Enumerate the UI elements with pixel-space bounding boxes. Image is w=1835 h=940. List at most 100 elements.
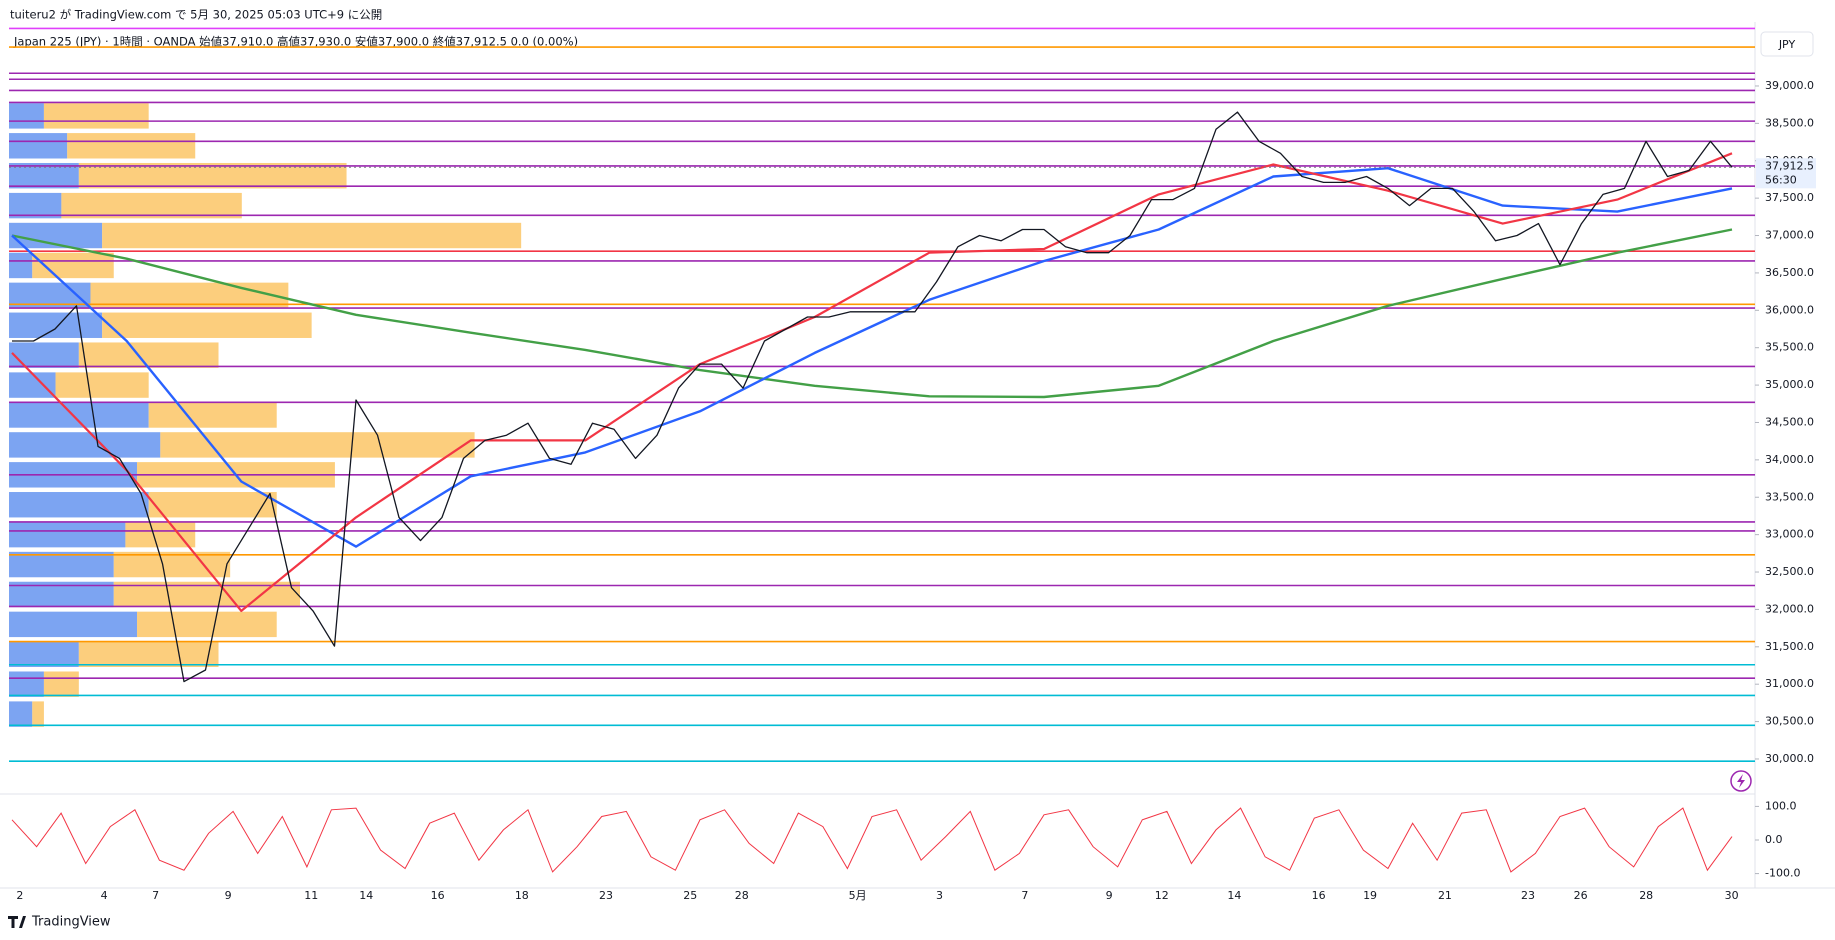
- profile-bar: [9, 521, 126, 548]
- symbol-legend: Japan 225 (JPY) · 1時間 · OANDA 始値37,910.0…: [13, 35, 578, 49]
- y-tick-label: 34,000.0: [1765, 453, 1814, 466]
- x-tick-label: 9: [1106, 889, 1113, 902]
- x-tick-label: 19: [1363, 889, 1377, 902]
- y-tick-label: 36,500.0: [1765, 266, 1814, 279]
- currency-button[interactable]: [1760, 31, 1814, 57]
- osc-tick-label: 0.0: [1765, 833, 1783, 846]
- profile-bar: [148, 402, 277, 428]
- profile-bar: [9, 372, 56, 398]
- profile-bar: [9, 432, 161, 458]
- x-tick-label: 30: [1725, 889, 1739, 902]
- countdown-label: 56:30: [1765, 173, 1797, 186]
- osc-tick-label: -100.0: [1765, 867, 1800, 880]
- profile-bar: [67, 133, 196, 159]
- profile-bar: [9, 312, 103, 338]
- profile-bar: [9, 252, 33, 279]
- x-tick-label: 5月: [849, 889, 867, 902]
- profile-bar: [78, 342, 219, 368]
- x-tick-label: 28: [1639, 889, 1653, 902]
- profile-bar: [9, 402, 149, 428]
- brand: TradingView: [8, 915, 111, 930]
- profile-bar: [102, 222, 522, 249]
- x-tick-label: 9: [225, 889, 232, 902]
- price-line: [11, 167, 1733, 548]
- y-tick-label: 35,500.0: [1765, 341, 1814, 354]
- y-tick-label: 30,500.0: [1765, 715, 1814, 728]
- y-tick-label: 30,000.0: [1765, 752, 1814, 765]
- profile-bar: [9, 701, 33, 727]
- currency-label: JPY: [1778, 38, 1796, 51]
- x-tick-label: 3: [936, 889, 943, 902]
- x-tick-label: 11: [304, 889, 318, 902]
- y-tick-label: 33,000.0: [1765, 528, 1814, 541]
- profile-bar: [9, 133, 68, 159]
- profile-bar: [55, 372, 149, 398]
- x-tick-label: 7: [152, 889, 159, 902]
- price-line: [11, 228, 1733, 399]
- profile-bar: [9, 551, 114, 578]
- x-tick-label: 23: [1521, 889, 1535, 902]
- alert-icon[interactable]: [1730, 770, 1752, 792]
- y-tick-label: 33,500.0: [1765, 490, 1814, 503]
- alert-bolt: [1737, 774, 1745, 788]
- last-price-box: [1756, 158, 1816, 189]
- profile-bar: [78, 162, 347, 189]
- x-tick-label: 23: [599, 889, 613, 902]
- x-tick-label: 2: [16, 889, 23, 902]
- oscillator-line: [11, 807, 1733, 873]
- y-tick-label: 31,500.0: [1765, 640, 1814, 653]
- brand-logo: [8, 916, 26, 928]
- x-tick-label: 14: [1227, 889, 1241, 902]
- publisher-line: tuiteru2 が TradingView.com で 5月 30, 2025…: [10, 8, 382, 22]
- last-price-label: 37,912.5: [1765, 159, 1814, 172]
- profile-bar: [125, 521, 196, 548]
- x-tick-label: 25: [683, 889, 697, 902]
- profile-bar: [113, 551, 231, 578]
- x-tick-label: 18: [515, 889, 529, 902]
- profile-bar: [9, 671, 44, 697]
- y-tick-label: 31,000.0: [1765, 677, 1814, 690]
- x-tick-label: 28: [735, 889, 749, 902]
- profile-bar: [9, 641, 79, 667]
- profile-bar: [32, 701, 44, 727]
- profile-bar: [9, 342, 79, 368]
- x-tick-label: 16: [431, 889, 445, 902]
- x-tick-label: 7: [1021, 889, 1028, 902]
- profile-bar: [137, 611, 277, 638]
- profile-bar: [61, 192, 242, 219]
- y-tick-label: 37,000.0: [1765, 229, 1814, 242]
- profile-bar: [43, 671, 79, 697]
- y-tick-label: 39,000.0: [1765, 79, 1814, 92]
- profile-bar: [9, 103, 44, 129]
- price-line: [12, 111, 1733, 683]
- y-tick-label: 32,500.0: [1765, 565, 1814, 578]
- brand-name: TradingView: [31, 915, 111, 930]
- x-tick-label: 21: [1438, 889, 1452, 902]
- x-tick-label: 14: [359, 889, 373, 902]
- profile-bar: [9, 611, 138, 638]
- y-tick-label: 38,500.0: [1765, 116, 1814, 129]
- y-tick-label: 36,000.0: [1765, 303, 1814, 316]
- profile-bar: [9, 192, 62, 219]
- profile-bar: [9, 492, 149, 518]
- profile-bar: [148, 492, 277, 518]
- profile-bar: [78, 641, 219, 667]
- x-tick-label: 16: [1312, 889, 1326, 902]
- y-tick-label: 34,500.0: [1765, 415, 1814, 428]
- volume-profile: [9, 103, 522, 727]
- price-axis: 30,000.0 30,500.0 31,000.0 31,500.0 32,000.0…: [1755, 79, 1814, 765]
- y-tick-label: 37,500.0: [1765, 191, 1814, 204]
- x-tick-label: 12: [1155, 889, 1169, 902]
- y-tick-label: 35,000.0: [1765, 378, 1814, 391]
- profile-bar: [160, 432, 475, 458]
- series-lines: [11, 111, 1733, 683]
- profile-bar: [43, 103, 149, 129]
- y-tick-label: 32,000.0: [1765, 602, 1814, 615]
- profile-bar: [102, 312, 312, 338]
- levels: [9, 27, 1755, 763]
- price-line: [11, 152, 1733, 612]
- x-tick-label: 26: [1574, 889, 1588, 902]
- x-tick-label: 4: [101, 889, 108, 902]
